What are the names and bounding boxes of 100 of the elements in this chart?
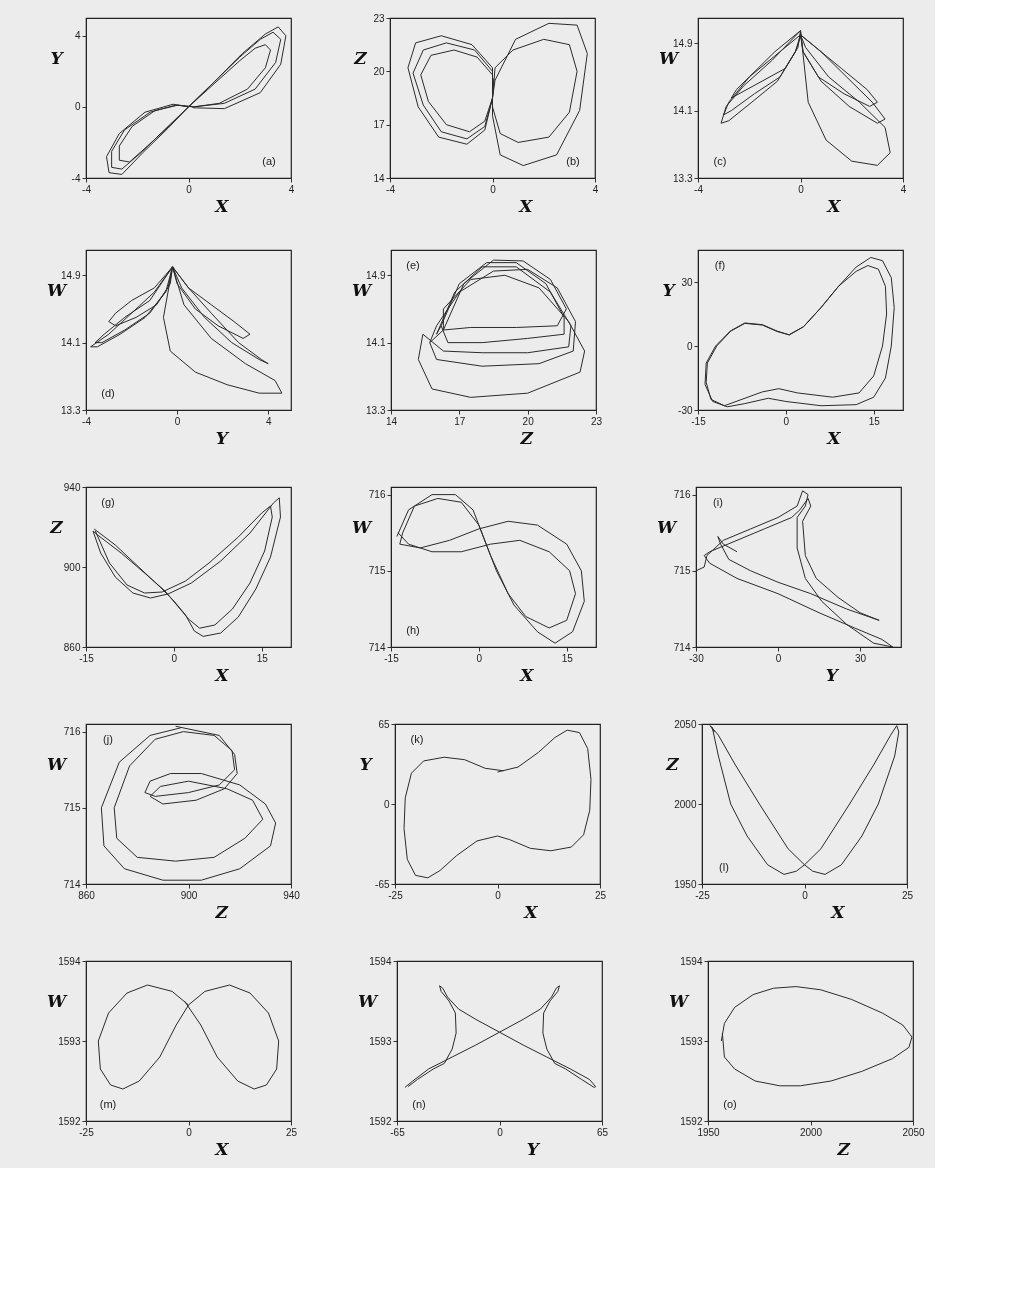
annotation: (k) bbox=[410, 733, 424, 745]
x-axis-title: Z bbox=[519, 427, 534, 448]
y-axis-title: W bbox=[357, 990, 379, 1011]
x-axis-title: Z bbox=[836, 1138, 851, 1159]
x-tick-label: 940 bbox=[283, 889, 301, 901]
y-tick-label: -65 bbox=[375, 878, 390, 890]
x-tick-label: 0 bbox=[186, 1126, 193, 1138]
line-series bbox=[396, 494, 585, 644]
x-tick-label: 0 bbox=[497, 1126, 504, 1138]
annotation: (n) bbox=[412, 1098, 426, 1110]
y-tick-label: 1594 bbox=[680, 955, 703, 967]
y-axis-title: Y bbox=[662, 279, 677, 300]
x-axis-title: X bbox=[826, 195, 842, 216]
y-tick-label: 860 bbox=[63, 641, 81, 653]
x-axis-title: X bbox=[830, 901, 846, 922]
x-tick-label: 0 bbox=[186, 183, 193, 195]
annotation: (j) bbox=[103, 733, 113, 745]
x-tick-label: -15 bbox=[79, 652, 95, 664]
y-tick-label: 0 bbox=[74, 101, 81, 113]
y-tick-label: 940 bbox=[63, 481, 81, 493]
x-axis-title: X bbox=[214, 664, 230, 685]
y-tick-label: 1593 bbox=[58, 1035, 81, 1047]
x-axis-title: Z bbox=[214, 901, 229, 922]
y-tick-label: 900 bbox=[63, 561, 81, 573]
y-tick-label: 716 bbox=[368, 489, 386, 501]
x-tick-label: 2000 bbox=[799, 1126, 823, 1138]
y-tick-label: 1593 bbox=[680, 1035, 703, 1047]
y-axis-title: W bbox=[351, 279, 373, 300]
y-axis-title: Y bbox=[50, 47, 65, 68]
x-tick-label: 2050 bbox=[902, 1126, 926, 1138]
y-tick-label: 13.3 bbox=[366, 404, 386, 416]
annotation: (a) bbox=[262, 155, 276, 167]
x-tick-label: 1950 bbox=[697, 1126, 721, 1138]
x-tick-label: 0 bbox=[802, 889, 809, 901]
y-tick-label: -30 bbox=[678, 404, 693, 416]
annotation: (e) bbox=[406, 259, 420, 271]
x-tick-label: 15 bbox=[868, 415, 881, 427]
line-series bbox=[404, 985, 597, 1088]
x-tick-label: 17 bbox=[454, 415, 466, 427]
y-tick-label: 0 bbox=[686, 340, 693, 352]
x-tick-label: 0 bbox=[490, 183, 497, 195]
annotation: (c) bbox=[713, 155, 727, 167]
line-series bbox=[106, 26, 287, 175]
x-tick-label: 4 bbox=[288, 183, 295, 195]
y-tick-label: 17 bbox=[373, 119, 385, 131]
x-tick-label: -4 bbox=[82, 183, 92, 195]
x-tick-label: 4 bbox=[900, 183, 907, 195]
line-series bbox=[403, 729, 592, 879]
y-tick-label: 14.1 bbox=[366, 337, 386, 349]
x-tick-label: 0 bbox=[476, 652, 483, 664]
y-tick-label: 30 bbox=[681, 276, 693, 288]
y-tick-label: -4 bbox=[71, 172, 81, 184]
x-tick-label: 4 bbox=[265, 415, 272, 427]
x-tick-label: -4 bbox=[82, 415, 92, 427]
y-tick-label: 716 bbox=[63, 726, 81, 738]
x-axis-title: X bbox=[523, 901, 539, 922]
x-axis-title: X bbox=[518, 195, 534, 216]
annotation: (o) bbox=[723, 1098, 737, 1110]
x-tick-label: 0 bbox=[775, 652, 782, 664]
y-axis-title: Z bbox=[353, 47, 368, 68]
y-tick-label: 2000 bbox=[674, 798, 697, 810]
x-tick-label: -25 bbox=[79, 1126, 95, 1138]
x-tick-label: -25 bbox=[695, 889, 711, 901]
y-axis-title: Z bbox=[665, 753, 680, 774]
line-series bbox=[407, 22, 588, 167]
line-series bbox=[97, 984, 280, 1090]
x-axis-title: Y bbox=[825, 664, 840, 685]
x-tick-label: 25 bbox=[901, 889, 914, 901]
y-axis-title: W bbox=[46, 753, 68, 774]
y-tick-label: 0 bbox=[383, 798, 390, 810]
x-axis-title: Y bbox=[215, 427, 230, 448]
y-tick-label: 1950 bbox=[674, 878, 697, 890]
x-tick-label: 25 bbox=[594, 889, 607, 901]
y-axis-title: W bbox=[46, 279, 68, 300]
x-axis-title: X bbox=[214, 1138, 230, 1159]
y-tick-label: 14.9 bbox=[673, 37, 693, 49]
x-tick-label: 15 bbox=[256, 652, 269, 664]
x-tick-label: 65 bbox=[596, 1126, 609, 1138]
y-tick-label: 715 bbox=[63, 802, 81, 814]
x-tick-label: 0 bbox=[783, 415, 790, 427]
x-tick-label: 0 bbox=[495, 889, 502, 901]
y-tick-label: 714 bbox=[368, 641, 386, 653]
y-axis-title: W bbox=[351, 516, 373, 537]
annotation: (l) bbox=[719, 861, 729, 873]
y-tick-label: 65 bbox=[378, 718, 390, 730]
y-axis-title: Z bbox=[49, 516, 64, 537]
x-tick-label: -15 bbox=[384, 652, 400, 664]
y-tick-label: 2050 bbox=[674, 718, 697, 730]
y-tick-label: 14 bbox=[373, 172, 385, 184]
annotation: (m) bbox=[99, 1098, 117, 1110]
y-tick-label: 1592 bbox=[680, 1115, 703, 1127]
y-tick-label: 1594 bbox=[369, 955, 392, 967]
y-axis-title: W bbox=[656, 516, 678, 537]
x-tick-label: 900 bbox=[180, 889, 198, 901]
y-axis-title: W bbox=[668, 990, 690, 1011]
y-axis-title: Y bbox=[359, 753, 374, 774]
x-tick-label: 0 bbox=[171, 652, 178, 664]
x-axis-title: X bbox=[214, 195, 230, 216]
y-tick-label: 14.1 bbox=[61, 337, 81, 349]
y-tick-label: 13.3 bbox=[61, 404, 81, 416]
